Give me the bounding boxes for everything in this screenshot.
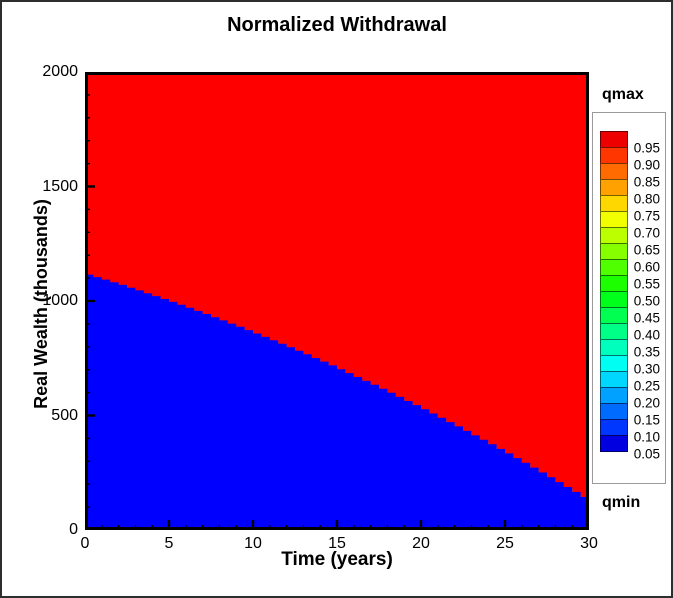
legend-box: 0.95 0.90 0.85 0.80 0.75 0.70 0.65 0.60 0.55 0.50… xyxy=(592,112,666,484)
x-tick-label: 15 xyxy=(328,535,346,552)
legend-swatch xyxy=(600,179,628,196)
legend-swatch xyxy=(600,387,628,404)
legend-swatch xyxy=(600,227,628,244)
legend-value-label: 0.95 xyxy=(633,140,660,156)
legend-swatch xyxy=(600,371,628,388)
legend-swatch xyxy=(600,307,628,324)
y-tick-label: 0 xyxy=(69,521,78,538)
x-tick-label: 25 xyxy=(496,535,514,552)
legend-value-label: 0.05 xyxy=(633,446,660,462)
legend-swatch xyxy=(600,131,628,148)
legend-swatch xyxy=(600,419,628,436)
x-axis-label: Time (years) xyxy=(281,549,393,570)
legend-value-label: 0.75 xyxy=(633,208,660,224)
chart-title: Normalized Withdrawal xyxy=(227,14,447,36)
legend-value-label: 0.30 xyxy=(633,361,660,377)
legend-value-label: 0.20 xyxy=(633,395,660,411)
legend-swatch xyxy=(600,147,628,164)
x-tick-label: 20 xyxy=(412,535,430,552)
legend-swatch xyxy=(600,355,628,372)
legend-value-label: 0.50 xyxy=(633,293,660,309)
plot-area xyxy=(85,72,589,530)
y-tick-label: 1000 xyxy=(42,292,78,309)
legend-swatch xyxy=(600,195,628,212)
y-tick-label: 1500 xyxy=(42,177,78,195)
x-tick-label: 10 xyxy=(244,535,262,552)
legend-value-label: 0.10 xyxy=(633,429,660,445)
legend-value-label: 0.15 xyxy=(633,412,660,428)
legend-title-qmin: qmin xyxy=(602,494,641,511)
legend-swatch xyxy=(600,323,628,340)
legend-swatch-column xyxy=(600,131,628,452)
heatmap-svg xyxy=(85,72,589,530)
legend-swatch xyxy=(600,291,628,308)
legend-swatch xyxy=(600,211,628,228)
x-tick-label: 5 xyxy=(164,535,174,552)
legend-value-label: 0.35 xyxy=(633,344,660,360)
legend-value-label: 0.45 xyxy=(633,310,660,326)
legend-value-label: 0.60 xyxy=(633,259,660,275)
legend-value-label: 0.65 xyxy=(633,242,660,258)
legend-value-label: 0.25 xyxy=(633,378,660,394)
y-tick-label: 500 xyxy=(51,406,78,424)
x-tick-label: 30 xyxy=(580,535,598,552)
legend-swatch xyxy=(600,259,628,276)
legend-value-label: 0.55 xyxy=(633,276,660,292)
legend-swatch xyxy=(600,163,628,180)
y-tick-label: 2000 xyxy=(42,63,78,80)
legend-value-label: 0.80 xyxy=(633,191,660,207)
legend-swatch xyxy=(600,339,628,356)
legend-swatch xyxy=(600,243,628,260)
legend-swatch xyxy=(600,435,628,452)
x-tick-label: 0 xyxy=(80,535,90,552)
legend-value-label: 0.40 xyxy=(633,327,660,343)
legend-swatch xyxy=(600,275,628,292)
legend-value-label: 0.70 xyxy=(633,225,660,241)
legend-value-label: 0.85 xyxy=(633,174,660,190)
legend-title-qmax: qmax xyxy=(602,86,644,103)
legend-value-label: 0.90 xyxy=(633,157,660,173)
legend-swatch xyxy=(600,403,628,420)
